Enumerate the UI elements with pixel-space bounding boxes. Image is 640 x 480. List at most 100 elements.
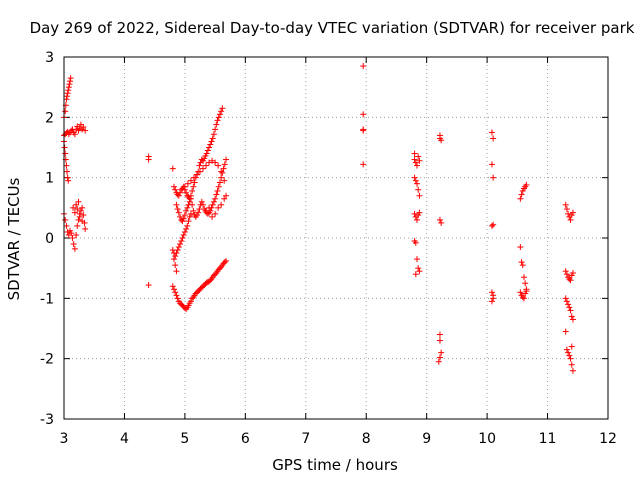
data-point xyxy=(562,295,569,302)
data-point xyxy=(209,157,216,164)
data-point xyxy=(214,117,221,124)
data-point xyxy=(189,295,196,302)
data-point xyxy=(73,201,80,208)
data-point xyxy=(209,135,216,142)
x-tick-label: 7 xyxy=(301,431,310,447)
data-point xyxy=(413,256,420,263)
data-point xyxy=(173,250,180,257)
data-point xyxy=(177,213,184,220)
data-point xyxy=(196,162,203,169)
data-point xyxy=(222,257,229,264)
data-point xyxy=(169,165,176,172)
data-point xyxy=(213,191,220,198)
x-tick-label: 6 xyxy=(241,431,250,447)
data-point xyxy=(565,210,572,217)
data-point xyxy=(195,209,202,216)
data-point xyxy=(178,238,185,245)
data-point xyxy=(184,204,191,211)
data-point xyxy=(184,222,191,229)
data-point xyxy=(416,209,423,216)
data-point xyxy=(174,295,181,302)
data-points xyxy=(61,63,576,374)
data-point xyxy=(435,358,442,365)
data-point xyxy=(412,177,419,184)
data-point xyxy=(80,123,87,130)
data-point xyxy=(181,228,188,235)
data-point xyxy=(184,180,191,187)
data-point xyxy=(438,137,445,144)
chart-title: Day 269 of 2022, Sidereal Day-to-day VTE… xyxy=(30,19,635,37)
data-point xyxy=(70,241,77,248)
data-point xyxy=(218,174,225,181)
x-axis-label: GPS time / hours xyxy=(272,456,398,474)
data-point xyxy=(190,183,197,190)
data-point xyxy=(490,135,497,142)
data-point xyxy=(219,169,226,176)
data-point xyxy=(567,307,574,314)
data-point xyxy=(566,304,573,311)
data-point xyxy=(562,268,569,275)
data-point xyxy=(568,313,575,320)
data-point xyxy=(172,262,179,269)
data-point xyxy=(215,183,222,190)
axis-ticks xyxy=(63,56,609,420)
x-tick-label: 4 xyxy=(120,431,129,447)
data-point xyxy=(518,191,525,198)
data-point xyxy=(569,367,576,374)
data-point xyxy=(209,201,216,208)
data-point xyxy=(518,259,525,266)
data-point xyxy=(212,271,219,278)
data-point xyxy=(204,210,211,217)
data-point xyxy=(488,161,495,168)
data-point xyxy=(186,198,193,205)
data-point xyxy=(490,221,497,228)
data-point xyxy=(221,161,228,168)
data-point xyxy=(64,90,71,97)
data-point xyxy=(73,231,80,238)
data-point xyxy=(175,192,182,199)
data-point xyxy=(145,156,152,163)
data-point xyxy=(413,216,420,223)
data-point xyxy=(180,231,187,238)
data-point xyxy=(62,216,69,223)
data-point xyxy=(360,63,367,70)
x-tick-label: 5 xyxy=(180,431,189,447)
data-point xyxy=(183,207,190,214)
data-point xyxy=(74,222,81,229)
plot-frame xyxy=(63,56,609,420)
data-point xyxy=(187,210,194,217)
data-point xyxy=(523,181,530,188)
data-point xyxy=(185,218,192,225)
data-point xyxy=(566,352,573,359)
data-point xyxy=(171,256,178,263)
data-point xyxy=(181,212,188,219)
data-point xyxy=(517,195,524,202)
data-point xyxy=(436,331,443,338)
data-point xyxy=(181,183,188,190)
data-point xyxy=(563,206,570,213)
data-point xyxy=(82,225,89,232)
data-point xyxy=(193,171,200,178)
data-point xyxy=(488,222,495,229)
data-point xyxy=(413,162,420,169)
data-point xyxy=(519,294,526,301)
data-point xyxy=(436,216,443,223)
data-point xyxy=(490,174,497,181)
data-point xyxy=(207,141,214,148)
x-tick-label: 8 xyxy=(362,431,371,447)
y-tick-label: 1 xyxy=(45,171,54,187)
data-point xyxy=(75,198,82,205)
data-point xyxy=(567,355,574,362)
data-point xyxy=(221,195,228,202)
data-point xyxy=(416,268,423,275)
data-point xyxy=(222,156,229,163)
data-point xyxy=(220,165,227,172)
data-point xyxy=(189,187,196,194)
data-point xyxy=(145,282,152,289)
data-point xyxy=(221,259,228,266)
y-tick-label: -3 xyxy=(40,412,54,428)
data-point xyxy=(207,277,214,284)
data-point xyxy=(567,277,574,284)
data-point xyxy=(65,87,72,94)
